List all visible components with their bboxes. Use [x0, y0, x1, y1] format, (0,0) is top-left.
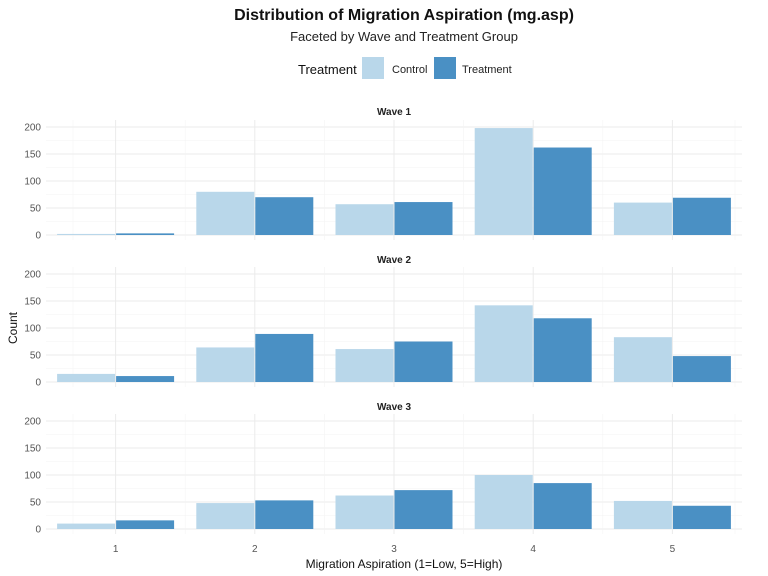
facet-panel: Wave 3 0 50 100 150 200	[24, 402, 742, 536]
bar-control-2	[196, 503, 255, 529]
facet-strip-label: Wave 3	[377, 402, 412, 413]
y-axis-label: Count	[6, 311, 20, 344]
bar-treatment-2	[255, 500, 314, 529]
bar-control-3	[335, 349, 394, 382]
y-tick-label: 50	[30, 204, 42, 215]
x-tick-label: 5	[670, 544, 676, 555]
bar-control-3	[335, 204, 394, 235]
y-tick-label: 0	[35, 525, 41, 536]
y-tick-label: 100	[24, 324, 41, 335]
bar-control-4	[474, 305, 533, 382]
y-tick-label: 50	[30, 351, 42, 362]
x-tick-labels: 1 2 3 4 5	[113, 544, 676, 555]
y-tick-label: 0	[35, 378, 41, 389]
x-tick-label: 1	[113, 544, 119, 555]
facet-panel: Wave 2 0 50 100 150 200	[24, 255, 742, 389]
legend: Treatment Control Treatment	[298, 57, 512, 79]
x-tick-label: 3	[391, 544, 397, 555]
y-tick-label: 200	[24, 270, 41, 281]
bar-treatment-2	[255, 333, 314, 382]
y-tick-label: 50	[30, 498, 42, 509]
bar-treatment-3	[394, 490, 453, 529]
legend-label-treatment: Treatment	[462, 64, 512, 76]
bar-control-1	[57, 233, 116, 235]
bar-treatment-3	[394, 341, 453, 382]
x-tick-label: 2	[252, 544, 258, 555]
bar-treatment-5	[672, 505, 731, 529]
legend-swatch-treatment	[434, 57, 456, 79]
bar-control-3	[335, 495, 394, 529]
y-tick-label: 100	[24, 471, 41, 482]
bar-control-5	[613, 500, 672, 529]
facet-strip-label: Wave 2	[377, 255, 412, 266]
bar-treatment-1	[116, 376, 175, 382]
bar-treatment-5	[672, 356, 731, 382]
y-tick-label: 100	[24, 177, 41, 188]
legend-title: Treatment	[298, 62, 357, 77]
bar-control-4	[474, 475, 533, 529]
legend-swatch-control	[362, 57, 384, 79]
chart-title: Distribution of Migration Aspiration (mg…	[234, 7, 574, 24]
y-tick-label: 150	[24, 444, 41, 455]
bar-control-5	[613, 202, 672, 235]
x-axis-label: Migration Aspiration (1=Low, 5=High)	[306, 557, 503, 571]
bar-treatment-5	[672, 197, 731, 235]
bar-control-1	[57, 523, 116, 529]
y-tick-label: 150	[24, 297, 41, 308]
bar-treatment-4	[533, 147, 592, 235]
facet-strip-label: Wave 1	[377, 107, 412, 118]
bar-treatment-1	[116, 520, 175, 529]
bar-control-1	[57, 373, 116, 382]
x-tick-label: 4	[530, 544, 536, 555]
legend-label-control: Control	[392, 64, 427, 76]
bar-control-5	[613, 337, 672, 382]
bar-treatment-1	[116, 233, 175, 235]
y-tick-label: 200	[24, 123, 41, 134]
bar-treatment-4	[533, 318, 592, 382]
bar-control-2	[196, 347, 255, 382]
y-tick-label: 0	[35, 231, 41, 242]
bar-treatment-3	[394, 202, 453, 235]
facet-panel: Wave 1 0 50 100 150 200	[24, 107, 742, 242]
bar-control-2	[196, 191, 255, 235]
bar-control-4	[474, 128, 533, 235]
y-tick-label: 200	[24, 417, 41, 428]
bar-treatment-4	[533, 483, 592, 529]
bar-treatment-2	[255, 197, 314, 235]
chart-subtitle: Faceted by Wave and Treatment Group	[290, 29, 518, 44]
y-tick-label: 150	[24, 150, 41, 161]
